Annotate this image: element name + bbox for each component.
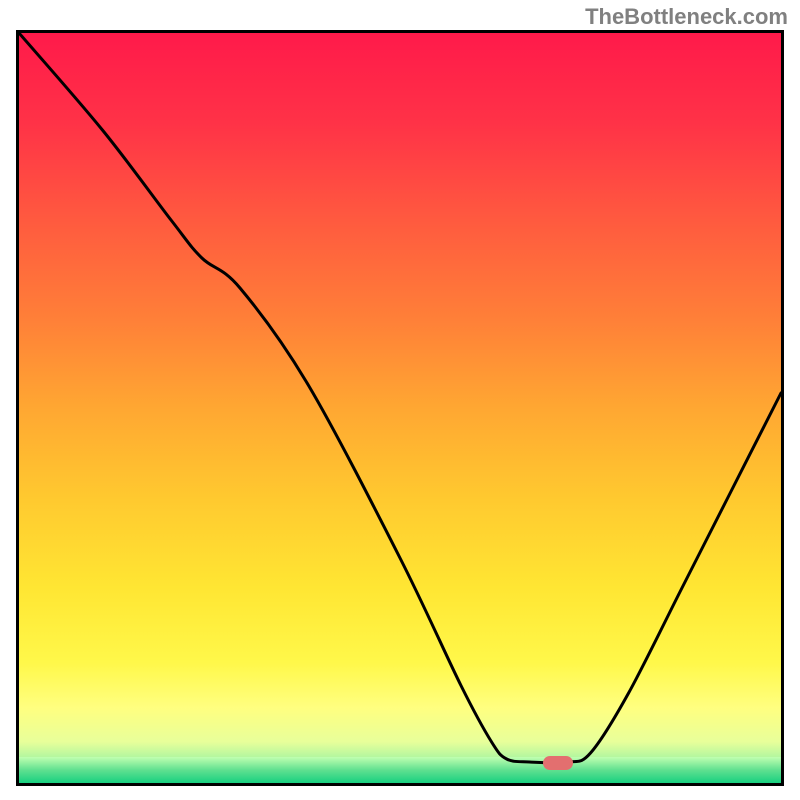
chart-marker xyxy=(543,756,573,770)
chart-frame xyxy=(16,30,784,786)
chart-curve xyxy=(19,33,781,783)
watermark-text: TheBottleneck.com xyxy=(585,4,788,30)
